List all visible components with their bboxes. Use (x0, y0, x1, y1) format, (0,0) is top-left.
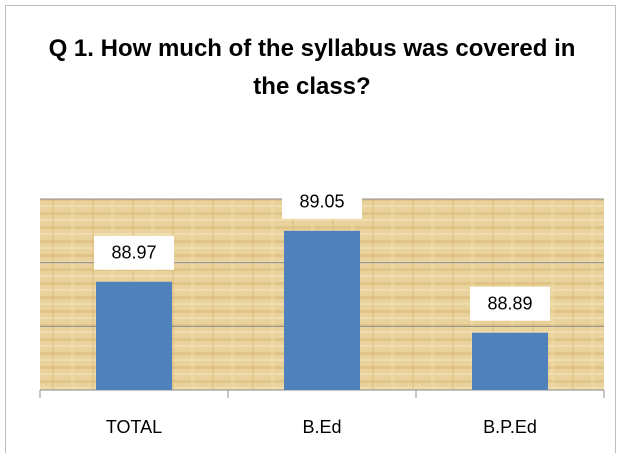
x-tick-label: B.Ed (302, 417, 341, 437)
data-label-box (282, 184, 362, 219)
bar (284, 230, 360, 390)
data-label-box (94, 235, 174, 270)
data-label: 89.05 (299, 192, 344, 212)
bar (472, 332, 548, 390)
chart-border (5, 5, 616, 453)
bar (96, 281, 172, 390)
x-tick-label: B.P.Ed (483, 417, 537, 437)
data-label: 88.89 (487, 293, 532, 313)
chart-title: Q 1. How much of the syllabus was covere… (48, 35, 576, 100)
data-label: 88.97 (111, 243, 156, 263)
x-tick-label: TOTAL (106, 417, 162, 437)
data-label-box (470, 286, 550, 321)
